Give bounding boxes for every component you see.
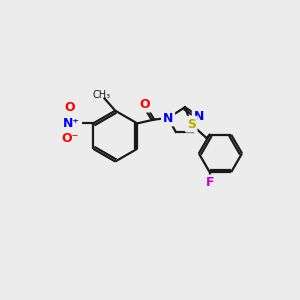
Text: F: F	[206, 176, 214, 189]
Text: N⁺: N⁺	[63, 117, 80, 130]
Text: N: N	[194, 110, 204, 123]
Text: S: S	[187, 118, 196, 131]
Text: O: O	[140, 98, 150, 111]
Text: O: O	[65, 101, 76, 115]
Text: N: N	[163, 112, 173, 124]
Text: CH₃: CH₃	[92, 89, 110, 100]
Text: O⁻: O⁻	[61, 132, 79, 145]
